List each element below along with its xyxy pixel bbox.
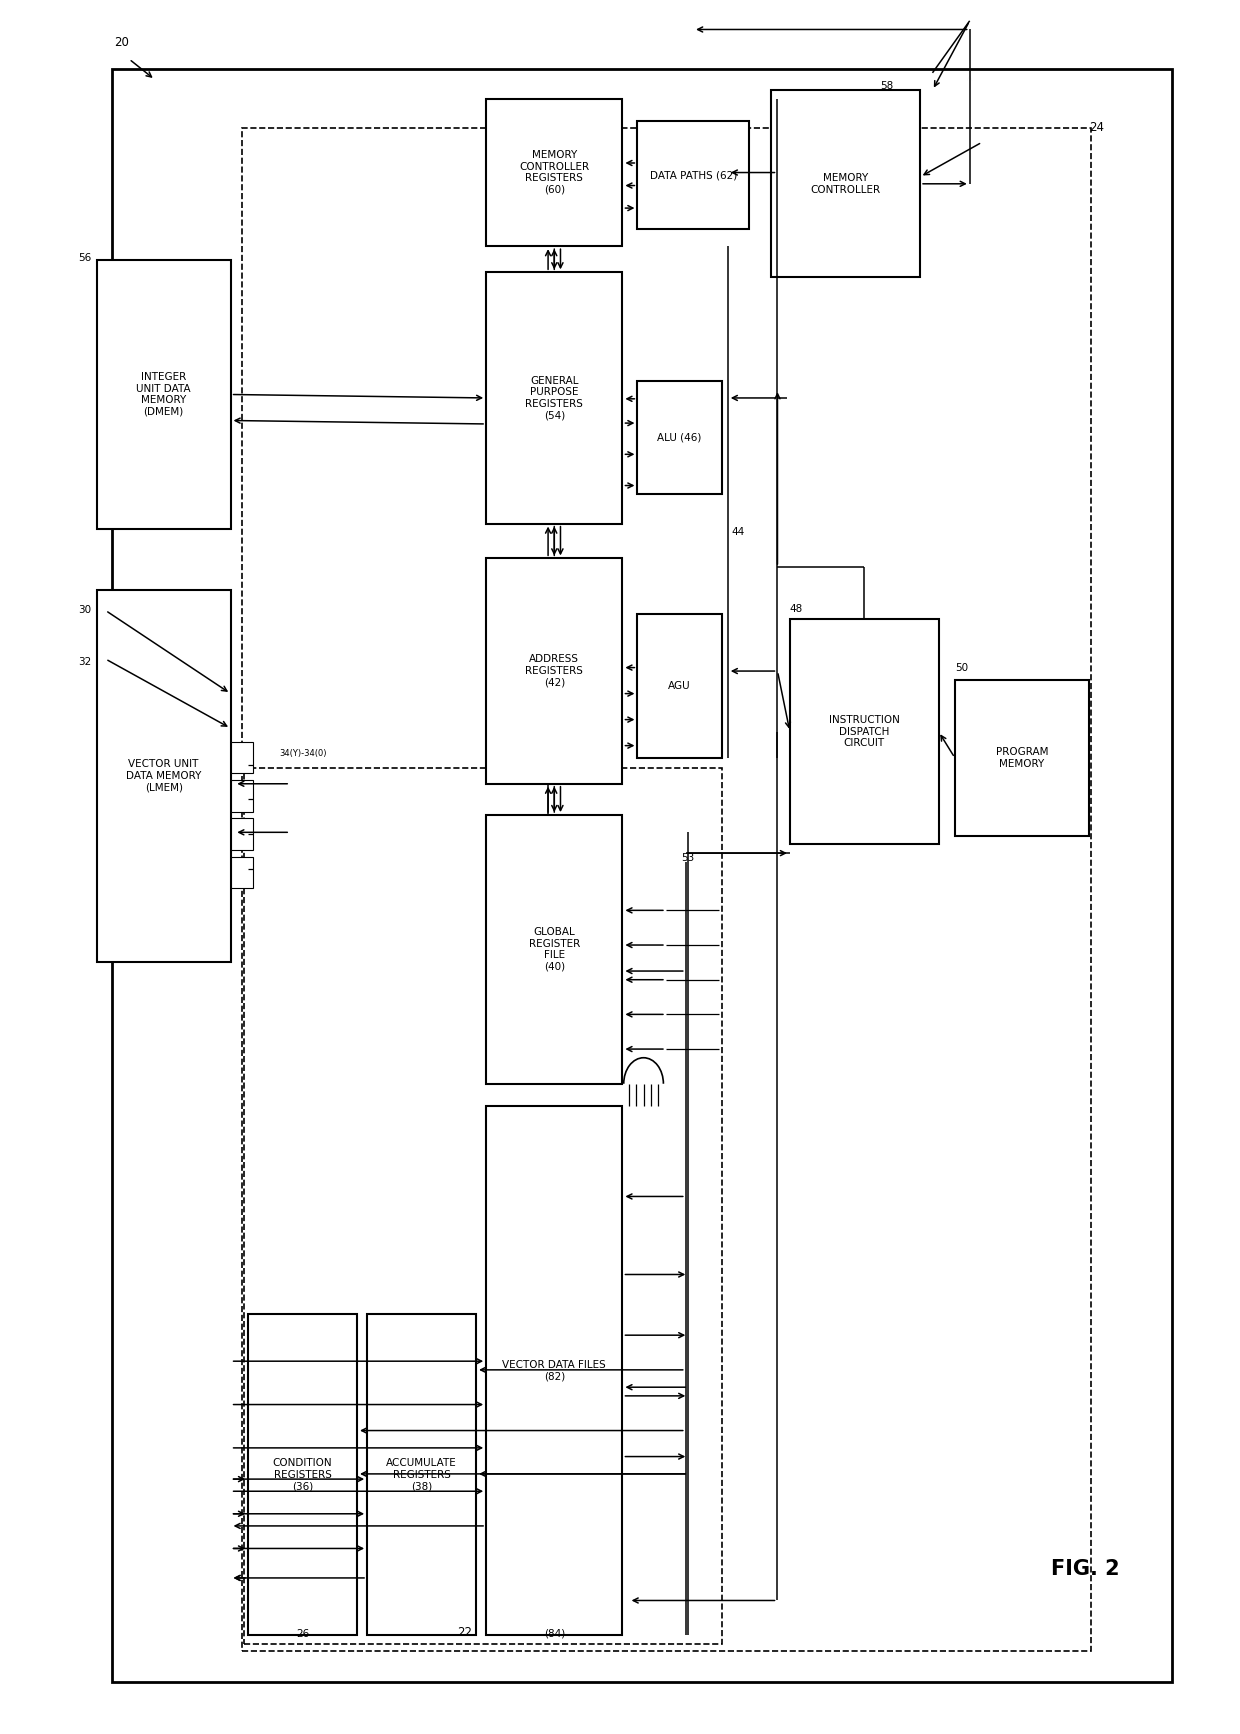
Text: 58: 58: [880, 81, 894, 92]
Text: INSTRUCTION
DISPATCH
CIRCUIT: INSTRUCTION DISPATCH CIRCUIT: [828, 714, 900, 749]
FancyBboxPatch shape: [637, 121, 749, 229]
Text: 20: 20: [114, 36, 129, 49]
Text: PROGRAM
MEMORY: PROGRAM MEMORY: [996, 747, 1048, 768]
Text: (84): (84): [543, 1628, 565, 1639]
Text: 26: 26: [296, 1628, 309, 1639]
Text: GLOBAL
REGISTER
FILE
(40): GLOBAL REGISTER FILE (40): [528, 928, 580, 971]
Text: 24: 24: [1089, 121, 1104, 134]
FancyBboxPatch shape: [486, 815, 622, 1084]
Text: MEMORY
CONTROLLER
REGISTERS
(60): MEMORY CONTROLLER REGISTERS (60): [520, 151, 589, 194]
FancyBboxPatch shape: [790, 619, 939, 844]
Text: ADDRESS
REGISTERS
(42): ADDRESS REGISTERS (42): [526, 654, 583, 688]
FancyBboxPatch shape: [97, 260, 231, 529]
FancyBboxPatch shape: [231, 742, 253, 773]
FancyBboxPatch shape: [244, 768, 722, 1644]
Text: 32: 32: [78, 657, 92, 668]
Text: 30: 30: [78, 605, 92, 616]
Text: 48: 48: [790, 603, 804, 614]
Text: ACCUMULATE
REGISTERS
(38): ACCUMULATE REGISTERS (38): [386, 1458, 458, 1491]
Text: 22: 22: [458, 1626, 472, 1639]
FancyBboxPatch shape: [486, 1106, 622, 1635]
FancyBboxPatch shape: [955, 680, 1089, 836]
FancyBboxPatch shape: [637, 381, 722, 494]
Text: AGU: AGU: [668, 681, 691, 690]
FancyBboxPatch shape: [242, 128, 1091, 1651]
FancyBboxPatch shape: [637, 614, 722, 758]
FancyBboxPatch shape: [771, 90, 920, 277]
FancyBboxPatch shape: [486, 99, 622, 246]
FancyBboxPatch shape: [97, 590, 231, 962]
FancyBboxPatch shape: [231, 818, 253, 850]
FancyBboxPatch shape: [112, 69, 1172, 1682]
Text: INTEGER
UNIT DATA
MEMORY
(DMEM): INTEGER UNIT DATA MEMORY (DMEM): [136, 373, 191, 416]
FancyBboxPatch shape: [486, 558, 622, 784]
FancyBboxPatch shape: [231, 857, 253, 888]
FancyBboxPatch shape: [486, 272, 622, 524]
FancyBboxPatch shape: [367, 1314, 476, 1635]
Text: 50: 50: [955, 662, 968, 673]
Text: MEMORY
CONTROLLER: MEMORY CONTROLLER: [811, 173, 880, 194]
Text: DATA PATHS (62): DATA PATHS (62): [650, 170, 737, 180]
FancyBboxPatch shape: [231, 780, 253, 812]
Text: FIG. 2: FIG. 2: [1050, 1559, 1120, 1580]
Text: 34(Y)-34(0): 34(Y)-34(0): [279, 749, 326, 758]
Text: ALU (46): ALU (46): [657, 434, 702, 442]
Text: 56: 56: [78, 253, 92, 264]
Text: 53: 53: [682, 853, 694, 864]
Text: GENERAL
PURPOSE
REGISTERS
(54): GENERAL PURPOSE REGISTERS (54): [526, 376, 583, 420]
Text: CONDITION
REGISTERS
(36): CONDITION REGISTERS (36): [273, 1458, 332, 1491]
FancyBboxPatch shape: [248, 1314, 357, 1635]
Text: VECTOR DATA FILES
(82): VECTOR DATA FILES (82): [502, 1359, 606, 1382]
Text: VECTOR UNIT
DATA MEMORY
(LMEM): VECTOR UNIT DATA MEMORY (LMEM): [126, 759, 201, 792]
Text: 44: 44: [732, 527, 745, 538]
